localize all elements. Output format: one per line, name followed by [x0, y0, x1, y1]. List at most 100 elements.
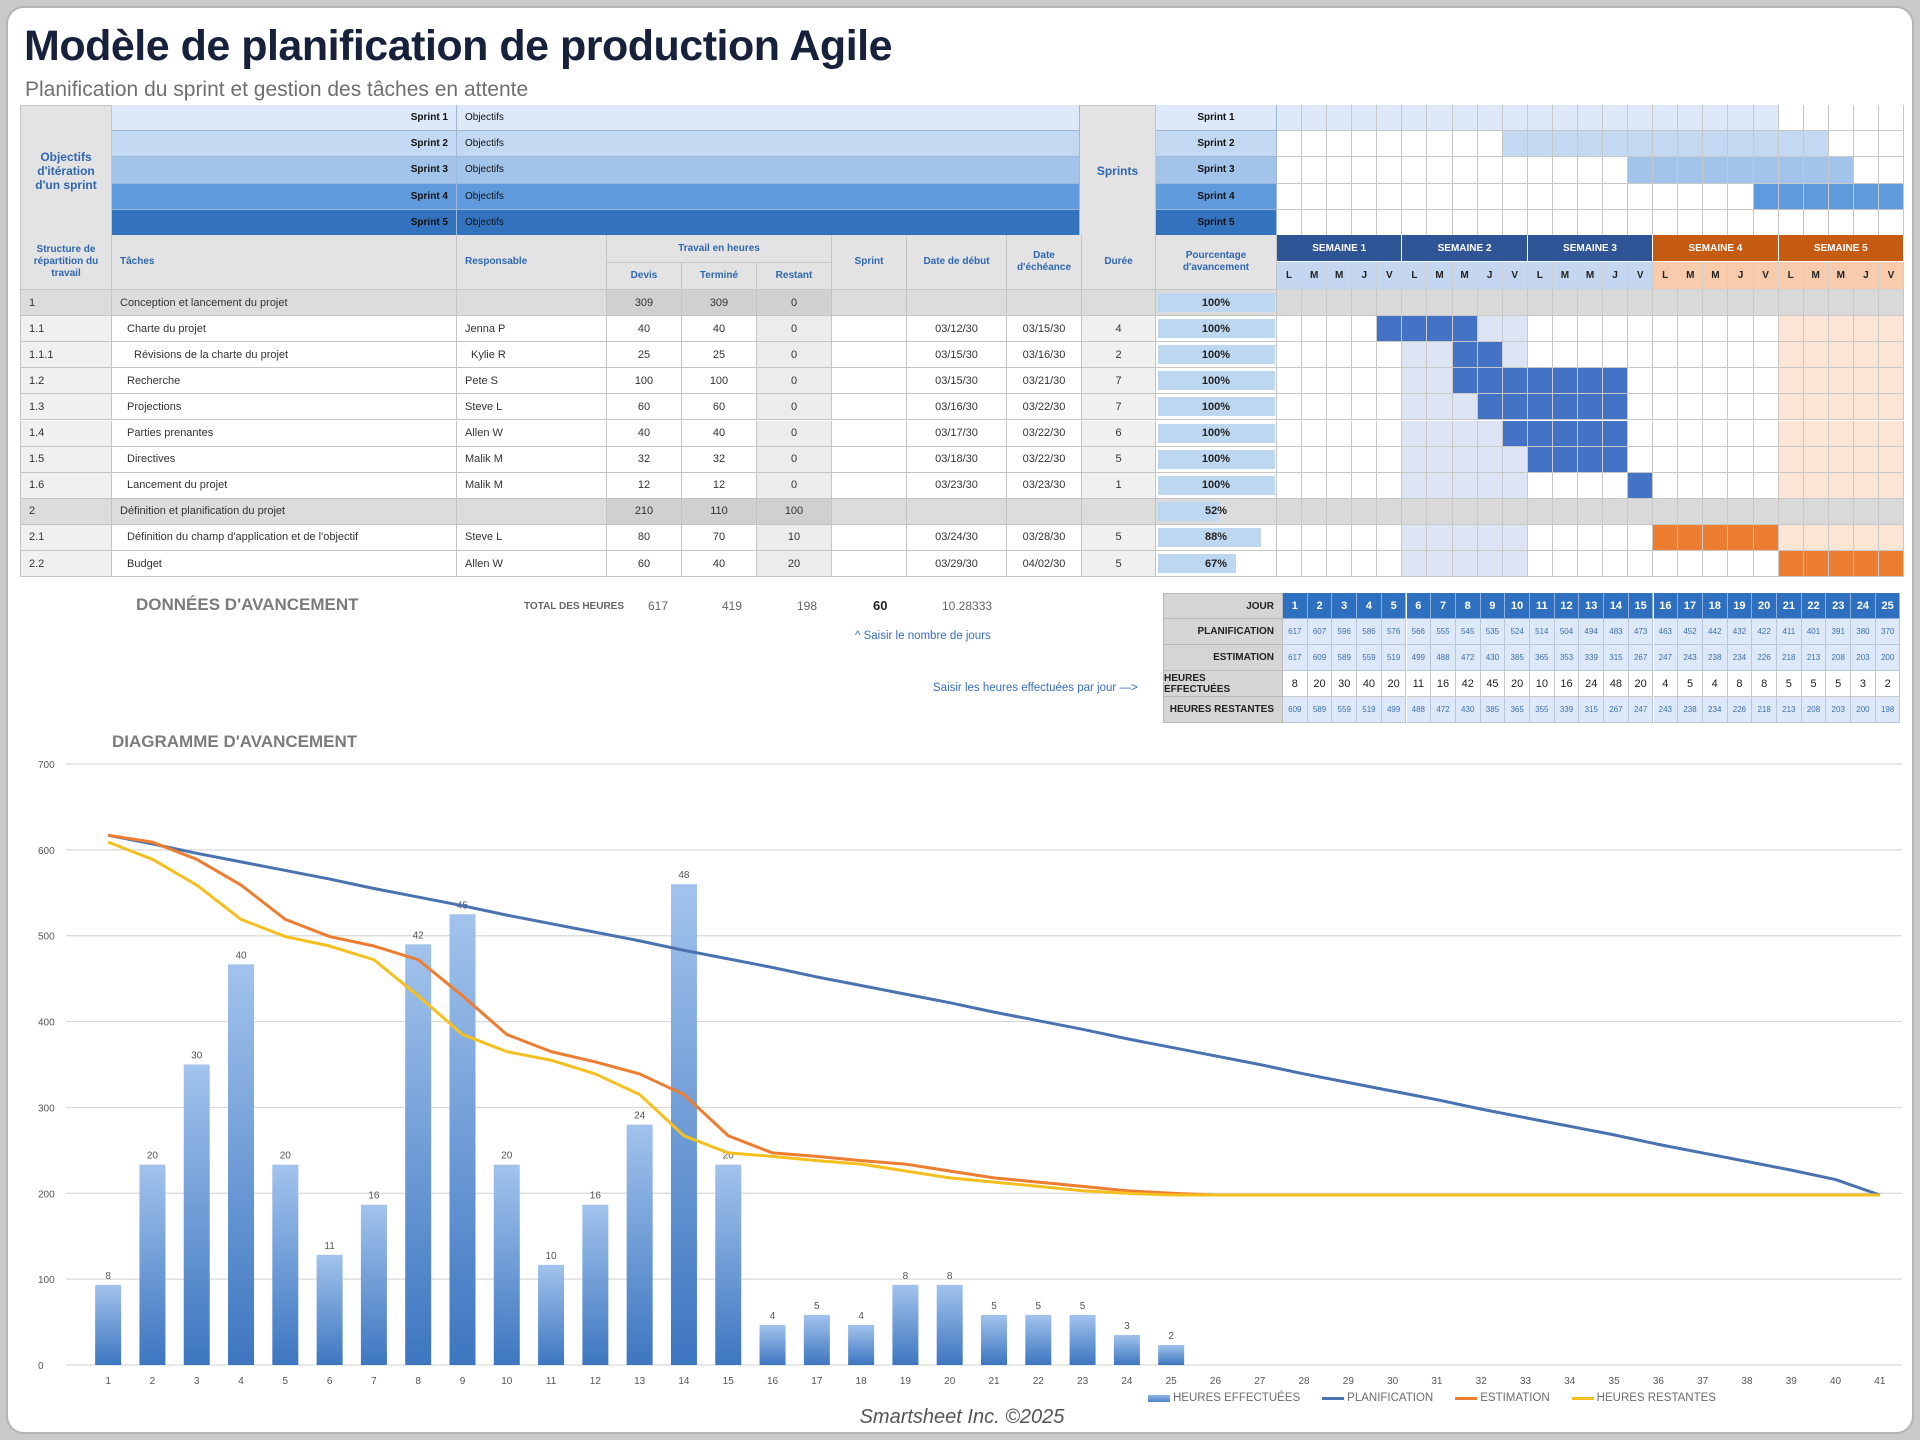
sprint-cell[interactable] [832, 524, 907, 551]
due-date-cell[interactable]: 03/22/30 [1007, 420, 1082, 447]
hours-done-input[interactable]: 42 [1455, 671, 1481, 697]
hours-done-input[interactable]: 10 [1530, 671, 1555, 697]
task-name[interactable]: Projections [112, 394, 457, 421]
owner-cell[interactable]: Malik M [457, 446, 607, 473]
due-date-cell[interactable]: 03/22/30 [1007, 446, 1082, 473]
owner-cell[interactable]: Kylie R [457, 342, 607, 369]
hours-done-input[interactable]: 5 [1826, 671, 1852, 697]
task-name[interactable]: Définition et planification du projet [112, 498, 457, 525]
sprint-cell[interactable] [832, 394, 907, 421]
task-name[interactable]: Recherche [112, 368, 457, 395]
start-date-cell[interactable]: 03/23/30 [907, 472, 1007, 499]
sprint-cell[interactable] [832, 316, 907, 343]
hours-done-input[interactable]: 16 [1554, 671, 1580, 697]
done-cell[interactable]: 40 [682, 316, 757, 343]
hours-done-input[interactable]: 8 [1283, 671, 1308, 697]
owner-cell[interactable]: Steve L [457, 394, 607, 421]
hours-done-input[interactable]: 4 [1702, 671, 1728, 697]
sprint-cell[interactable] [832, 551, 907, 578]
owner-cell[interactable]: Allen W [457, 551, 607, 578]
hours-done-input[interactable]: 5 [1777, 671, 1802, 697]
task-name[interactable]: Définition du champ d'application et de … [112, 524, 457, 551]
done-cell[interactable]: 25 [682, 342, 757, 369]
start-date-cell[interactable]: 03/17/30 [907, 420, 1007, 447]
task-name[interactable]: Parties prenantes [112, 420, 457, 447]
start-date-cell[interactable]: 03/24/30 [907, 524, 1007, 551]
hours-done-input[interactable]: 45 [1480, 671, 1506, 697]
done-cell[interactable]: 12 [682, 472, 757, 499]
hours-done-input[interactable]: 20 [1505, 671, 1530, 697]
due-date-cell[interactable]: 03/21/30 [1007, 368, 1082, 395]
due-date-cell[interactable]: 03/16/30 [1007, 342, 1082, 369]
start-date-cell[interactable]: 03/12/30 [907, 316, 1007, 343]
due-date-cell[interactable] [1007, 290, 1082, 317]
estimate-cell[interactable]: 60 [607, 394, 682, 421]
hours-done-input[interactable]: 40 [1357, 671, 1382, 697]
estimate-cell[interactable]: 40 [607, 316, 682, 343]
hours-done-input[interactable]: 8 [1727, 671, 1753, 697]
due-date-cell[interactable]: 03/22/30 [1007, 394, 1082, 421]
owner-cell[interactable]: Jenna P [457, 316, 607, 343]
hours-done-input[interactable]: 16 [1431, 671, 1456, 697]
task-name[interactable]: Lancement du projet [112, 472, 457, 499]
estimate-cell[interactable]: 40 [607, 420, 682, 447]
task-name[interactable]: Directives [112, 446, 457, 473]
sprint-goal-input[interactable]: Objectifs [457, 209, 1080, 236]
hours-done-input[interactable]: 20 [1628, 671, 1654, 697]
sprint-cell[interactable] [832, 472, 907, 499]
start-date-cell[interactable]: 03/16/30 [907, 394, 1007, 421]
task-name[interactable]: Conception et lancement du projet [112, 290, 457, 317]
estimate-cell[interactable]: 210 [607, 498, 682, 525]
start-date-cell[interactable]: 03/15/30 [907, 368, 1007, 395]
estimate-cell[interactable]: 100 [607, 368, 682, 395]
done-cell[interactable]: 32 [682, 446, 757, 473]
done-cell[interactable]: 309 [682, 290, 757, 317]
hours-done-input[interactable]: 11 [1406, 671, 1432, 697]
sprint-cell[interactable] [832, 498, 907, 525]
owner-cell[interactable] [457, 498, 607, 525]
sprint-cell[interactable] [832, 420, 907, 447]
estimate-cell[interactable]: 25 [607, 342, 682, 369]
task-name[interactable]: Révisions de la charte du projet [112, 342, 457, 369]
owner-cell[interactable]: Pete S [457, 368, 607, 395]
owner-cell[interactable]: Steve L [457, 524, 607, 551]
sprint-cell[interactable] [832, 342, 907, 369]
done-cell[interactable]: 100 [682, 368, 757, 395]
owner-cell[interactable] [457, 290, 607, 317]
hours-done-input[interactable]: 20 [1381, 671, 1407, 697]
task-name[interactable]: Charte du projet [112, 316, 457, 343]
start-date-cell[interactable] [907, 290, 1007, 317]
owner-cell[interactable]: Allen W [457, 420, 607, 447]
hours-done-input[interactable]: 2 [1875, 671, 1901, 697]
done-cell[interactable]: 60 [682, 394, 757, 421]
sprint-goal-input[interactable]: Objectifs [457, 131, 1080, 158]
sprint-cell[interactable] [832, 290, 907, 317]
hours-done-input[interactable]: 8 [1752, 671, 1777, 697]
done-cell[interactable]: 40 [682, 551, 757, 578]
hours-done-input[interactable]: 30 [1332, 671, 1358, 697]
sprint-goal-input[interactable]: Objectifs [457, 105, 1080, 132]
done-cell[interactable]: 110 [682, 498, 757, 525]
task-name[interactable]: Budget [112, 551, 457, 578]
start-date-cell[interactable] [907, 498, 1007, 525]
done-cell[interactable]: 40 [682, 420, 757, 447]
sprint-goal-input[interactable]: Objectifs [457, 183, 1080, 210]
hours-done-input[interactable]: 48 [1604, 671, 1629, 697]
hours-done-input[interactable]: 3 [1851, 671, 1876, 697]
sprint-cell[interactable] [832, 446, 907, 473]
days-input[interactable]: 60 [873, 598, 888, 613]
hours-done-input[interactable]: 24 [1579, 671, 1605, 697]
sprint-cell[interactable] [832, 368, 907, 395]
estimate-cell[interactable]: 60 [607, 551, 682, 578]
due-date-cell[interactable]: 03/23/30 [1007, 472, 1082, 499]
sprint-goal-input[interactable]: Objectifs [457, 157, 1080, 184]
due-date-cell[interactable]: 04/02/30 [1007, 551, 1082, 578]
due-date-cell[interactable]: 03/15/30 [1007, 316, 1082, 343]
estimate-cell[interactable]: 32 [607, 446, 682, 473]
due-date-cell[interactable] [1007, 498, 1082, 525]
start-date-cell[interactable]: 03/15/30 [907, 342, 1007, 369]
estimate-cell[interactable]: 80 [607, 524, 682, 551]
hours-done-input[interactable]: 5 [1678, 671, 1703, 697]
hours-done-input[interactable]: 20 [1307, 671, 1333, 697]
due-date-cell[interactable]: 03/28/30 [1007, 524, 1082, 551]
